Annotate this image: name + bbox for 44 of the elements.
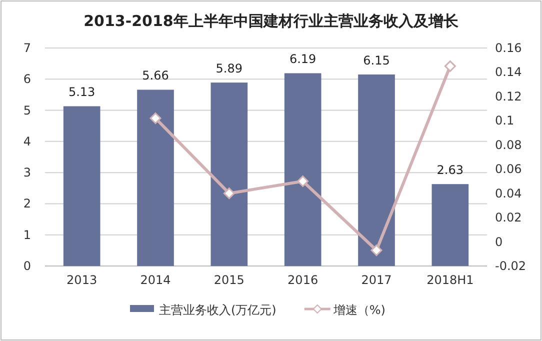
x-tick-label: 2013 — [66, 273, 98, 287]
y2-tick-label: 0.16 — [495, 41, 522, 55]
y2-tick-label: 0.02 — [495, 210, 522, 225]
legend-label: 主营业务收入(万亿元) — [159, 303, 276, 317]
chart-title: 2013-2018年上半年中国建材行业主营业务收入及增长 — [84, 12, 460, 30]
y2-tick-label: -0.02 — [495, 259, 526, 273]
y2-tick-label: 0 — [495, 234, 503, 249]
data-label: 5.13 — [68, 85, 96, 100]
bar — [210, 82, 248, 266]
x-tick-label: 2014 — [140, 273, 171, 287]
bar — [63, 106, 100, 266]
bar — [432, 184, 469, 266]
x-tick-label: 2017 — [361, 273, 392, 287]
y2-tick-label: 0.08 — [495, 138, 522, 152]
y-tick-label: 2 — [23, 196, 31, 211]
point — [223, 188, 235, 200]
y-tick-label: 3 — [23, 166, 31, 180]
legend-label: 增速（%) — [332, 303, 386, 317]
y-tick-label: 6 — [23, 72, 31, 86]
x-tick-label: 2018H1 — [426, 273, 474, 287]
bar — [137, 90, 174, 266]
y2-tick-label: 0.1 — [495, 114, 514, 128]
data-label: 5.89 — [216, 62, 243, 76]
point — [297, 175, 309, 187]
y-tick-label: 1 — [23, 228, 31, 242]
point — [370, 244, 382, 256]
y-tick-label: 7 — [23, 41, 31, 55]
data-label: 6.19 — [289, 52, 316, 66]
bar — [358, 74, 395, 266]
point — [150, 112, 162, 124]
y-tick-label: 0 — [23, 259, 31, 273]
x-tick-label: 2016 — [288, 273, 318, 287]
bar — [284, 73, 322, 266]
data-label: 2.63 — [436, 163, 464, 178]
y-tick-label: 5 — [23, 103, 31, 118]
y-tick-label: 4 — [23, 134, 31, 148]
data-label: 5.66 — [142, 68, 169, 83]
y2-tick-label: 0.14 — [495, 65, 522, 80]
y2-tick-label: 0.06 — [495, 162, 522, 176]
x-tick-label: 2015 — [214, 273, 244, 287]
y2-tick-label: 0.04 — [495, 186, 522, 200]
point — [444, 60, 456, 72]
y2-tick-label: 0.12 — [495, 89, 522, 104]
data-label: 6.15 — [363, 53, 390, 68]
